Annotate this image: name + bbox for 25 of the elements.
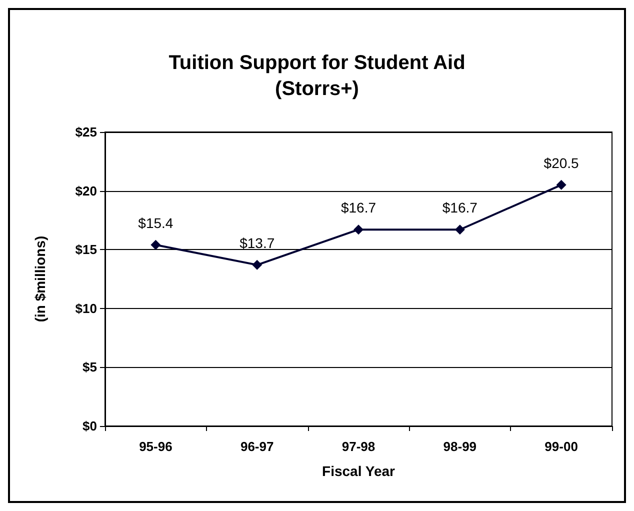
y-tick-label: $25 <box>75 124 97 140</box>
chart-subtitle: (Storrs+) <box>275 78 359 100</box>
chart-title: Tuition Support for Student Aid <box>168 52 466 74</box>
data-label: $13.7 <box>240 234 275 251</box>
data-label: $16.7 <box>442 200 478 216</box>
x-tick-label: 95-96 <box>139 439 172 454</box>
x-tick-label: 98-99 <box>443 439 477 454</box>
point <box>556 180 566 190</box>
y-tick-label: $15 <box>75 242 97 258</box>
y-tick-label: $5 <box>82 360 97 375</box>
data-label: $20.5 <box>544 154 580 171</box>
point <box>454 224 465 235</box>
y-tick-label: $20 <box>75 183 97 198</box>
y-tick-label: $0 <box>82 418 97 434</box>
x-tick-label: 96-97 <box>240 439 274 454</box>
y-tick-label: $10 <box>75 300 97 316</box>
data-label: $16.7 <box>340 200 376 216</box>
x-tick-label: 99-00 <box>544 439 578 454</box>
y-axis-title: (in $millions) <box>32 236 48 322</box>
point <box>354 224 364 235</box>
x-axis-title: Fiscal Year <box>322 463 396 479</box>
x-tick-label: 97-98 <box>342 439 376 454</box>
point <box>150 240 161 250</box>
point <box>252 260 262 270</box>
data-label: $15.4 <box>138 214 174 231</box>
